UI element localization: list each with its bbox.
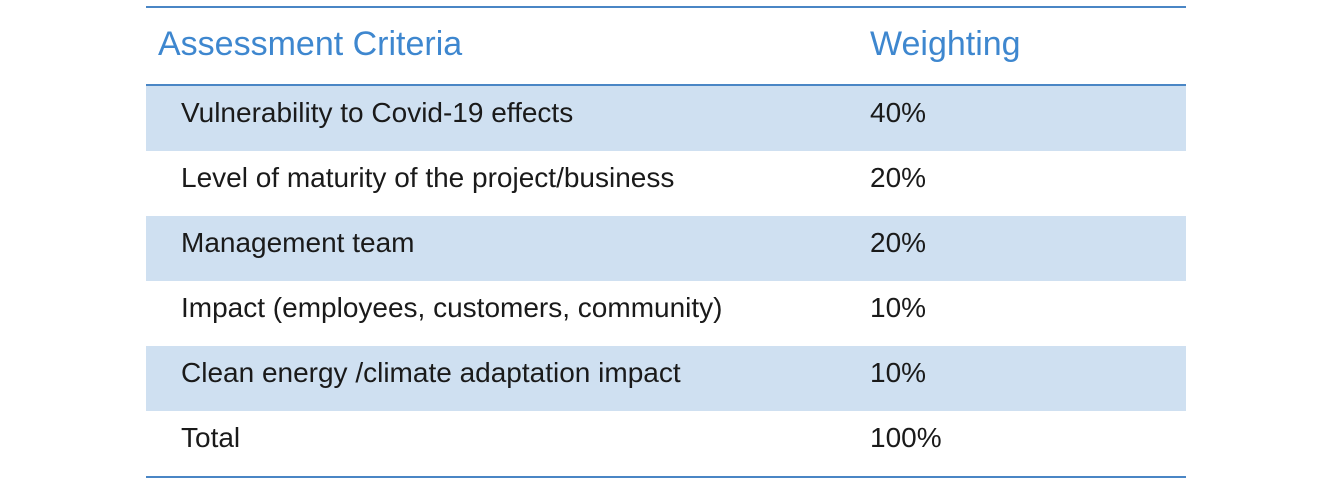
criteria-cell: Management team bbox=[181, 227, 415, 258]
table-row: Clean energy /climate adaptation impact … bbox=[146, 346, 1186, 411]
weighting-cell-total: 100% bbox=[870, 422, 942, 453]
criteria-cell: Impact (employees, customers, community) bbox=[181, 292, 723, 323]
header-rule bbox=[146, 84, 1186, 86]
weighting-cell: 10% bbox=[870, 292, 927, 323]
weighting-cell: 20% bbox=[870, 162, 927, 193]
weighting-cell: 20% bbox=[870, 227, 927, 258]
header-weighting: Weighting bbox=[870, 25, 1021, 63]
criteria-cell-total: Total bbox=[181, 422, 241, 453]
table-row: Impact (employees, customers, community)… bbox=[146, 281, 1186, 346]
top-rule bbox=[146, 6, 1186, 8]
table-row: Management team 20% bbox=[146, 216, 1186, 281]
weighting-cell: 40% bbox=[870, 97, 927, 128]
assessment-table: Assessment Criteria Weighting Vulnerabil… bbox=[146, 6, 1186, 478]
table-row-total: Total 100% bbox=[146, 411, 1186, 476]
header-criteria: Assessment Criteria bbox=[158, 25, 463, 63]
table-header: Assessment Criteria Weighting bbox=[146, 8, 1186, 84]
weighting-cell: 10% bbox=[870, 357, 927, 388]
table-row: Vulnerability to Covid-19 effects 40% bbox=[146, 86, 1186, 151]
criteria-cell: Vulnerability to Covid-19 effects bbox=[181, 97, 574, 128]
table-row: Level of maturity of the project/busines… bbox=[146, 151, 1186, 216]
criteria-cell: Clean energy /climate adaptation impact bbox=[181, 357, 681, 388]
criteria-cell: Level of maturity of the project/busines… bbox=[181, 162, 675, 193]
